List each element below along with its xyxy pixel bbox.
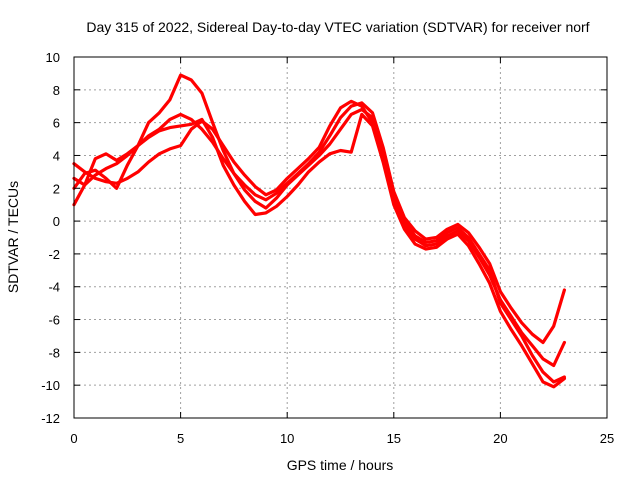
x-tick-label: 10 — [280, 431, 294, 446]
x-tick-label: 20 — [493, 431, 507, 446]
grid — [74, 57, 607, 418]
x-tick-label: 25 — [600, 431, 614, 446]
y-tick-label: -4 — [48, 280, 60, 295]
x-axis-label: GPS time / hours — [287, 457, 394, 473]
y-tick-label: -10 — [41, 378, 60, 393]
axis-ticks: 0 5 10 15 20 25 -12 -10 -8 -6 -4 -2 0 2 4 6 8 10 — [41, 50, 614, 446]
y-tick-label: 6 — [53, 116, 60, 131]
x-tick-label: 0 — [70, 431, 77, 446]
chart-title: Day 315 of 2022, Sidereal Day-to-day VTE… — [86, 19, 589, 35]
series-group — [72, 73, 567, 389]
y-tick-label: -12 — [41, 411, 60, 426]
y-tick-label: -2 — [48, 247, 60, 262]
series-line-day-4 — [72, 112, 567, 389]
y-tick-label: 2 — [53, 181, 60, 196]
y-tick-label: 8 — [53, 83, 60, 98]
plot-frame — [73, 56, 608, 419]
x-tick-label: 5 — [177, 431, 184, 446]
y-tick-label: -6 — [48, 313, 60, 328]
y-tick-label: -8 — [48, 345, 60, 360]
y-tick-label: 10 — [46, 50, 60, 65]
y-tick-label: 4 — [53, 148, 60, 163]
y-tick-label: 0 — [53, 214, 60, 229]
y-axis-label: SDTVAR / TECUs — [5, 181, 21, 293]
series-line-day-3 — [72, 73, 567, 384]
x-tick-label: 15 — [387, 431, 401, 446]
series-line-day-2 — [72, 99, 567, 368]
